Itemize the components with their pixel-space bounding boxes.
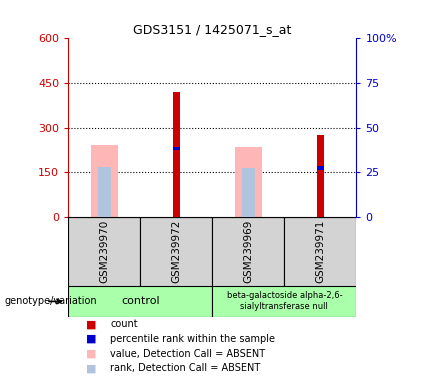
Text: genotype/variation: genotype/variation	[4, 296, 97, 306]
Text: GSM239969: GSM239969	[243, 220, 253, 283]
Bar	[140, 217, 213, 286]
Bar	[68, 217, 140, 286]
Bar	[172, 92, 180, 217]
Text: ■: ■	[86, 334, 96, 344]
Bar	[98, 167, 111, 217]
Text: count: count	[110, 319, 138, 329]
Text: GSM239970: GSM239970	[99, 220, 109, 283]
Text: GSM239972: GSM239972	[171, 220, 181, 283]
Bar	[284, 217, 356, 286]
Bar	[213, 217, 284, 286]
Bar	[235, 147, 262, 217]
Bar	[242, 169, 255, 217]
Text: rank, Detection Call = ABSENT: rank, Detection Call = ABSENT	[110, 363, 260, 373]
Bar	[213, 286, 356, 317]
Text: ■: ■	[86, 349, 96, 359]
Title: GDS3151 / 1425071_s_at: GDS3151 / 1425071_s_at	[133, 23, 291, 36]
Text: percentile rank within the sample: percentile rank within the sample	[110, 334, 275, 344]
Text: GSM239971: GSM239971	[315, 220, 325, 283]
Text: control: control	[121, 296, 160, 306]
Text: beta-galactoside alpha-2,6-
sialyltransferase null: beta-galactoside alpha-2,6- sialyltransf…	[227, 291, 342, 311]
Bar	[91, 145, 118, 217]
Bar	[172, 147, 180, 150]
Bar	[317, 166, 324, 170]
Text: ■: ■	[86, 319, 96, 329]
Text: value, Detection Call = ABSENT: value, Detection Call = ABSENT	[110, 349, 265, 359]
Bar	[317, 135, 324, 217]
Text: ■: ■	[86, 363, 96, 373]
Bar	[68, 286, 213, 317]
